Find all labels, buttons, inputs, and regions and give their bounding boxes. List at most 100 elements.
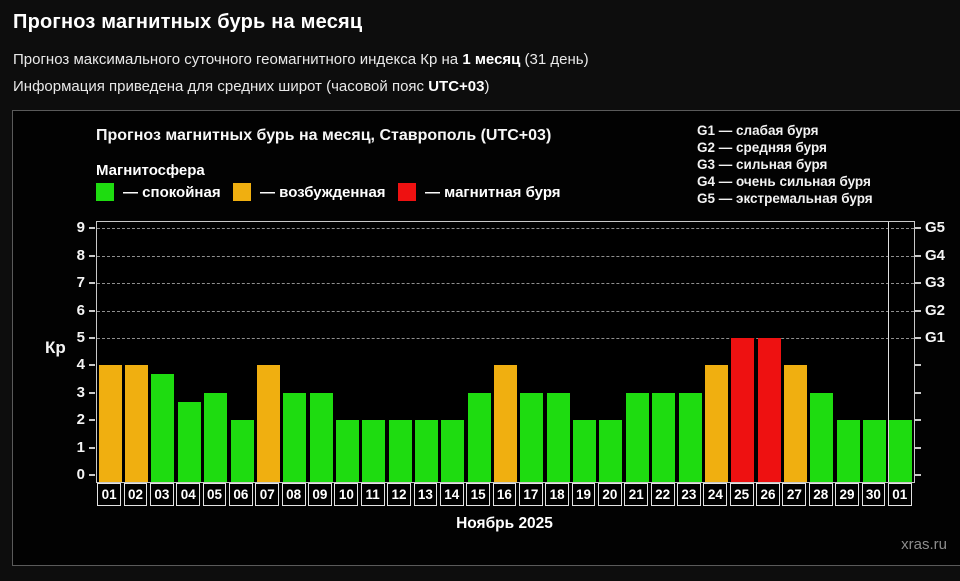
bar-day-30 [863, 420, 886, 482]
bar-day-05 [204, 392, 228, 482]
day-label-06: 06 [229, 483, 253, 506]
grid-line-kp-9 [97, 228, 914, 230]
g-legend-line: G2 — средняя буря [697, 140, 827, 155]
g-legend-line: G3 — сильная буря [697, 157, 828, 172]
day-label-23: 23 [677, 483, 701, 506]
chart-title: Прогноз магнитных бурь на месяц, Ставроп… [96, 127, 552, 144]
day-label-03: 03 [149, 483, 174, 506]
g-axis-label-G2: G2 [925, 301, 946, 319]
y-tick-left-5 [89, 337, 95, 339]
day-label-25: 25 [729, 483, 754, 506]
day-label-27: 27 [782, 483, 807, 506]
y-tick-right-8 [915, 254, 921, 257]
legend-swatch-excited [233, 183, 251, 201]
bar-day-17 [520, 392, 544, 482]
legend-swatch-quiet [96, 183, 114, 201]
bar-day-13 [414, 420, 438, 482]
bar-day-23 [678, 392, 702, 482]
day-label-01: 01 [887, 483, 912, 506]
legend-item-storm: — магнитная буря [398, 183, 561, 201]
day-label-22: 22 [650, 483, 675, 506]
day-label-02: 02 [123, 483, 148, 506]
legend-label-quiet: — спокойная [123, 183, 221, 201]
y-tick-right-9 [915, 227, 921, 230]
day-label-04: 04 [176, 483, 201, 506]
legend-item-excited: — возбужденная [233, 183, 386, 201]
subtitle-2-bold: UTC+03 [428, 78, 485, 95]
bar-day-20 [599, 420, 623, 482]
bar-day-10 [335, 420, 359, 482]
grid-line-kp-6 [97, 310, 914, 312]
y-tick-left-6 [89, 309, 95, 312]
y-tick-right-4 [915, 364, 921, 367]
day-label-30: 30 [861, 483, 886, 506]
day-label-24: 24 [703, 483, 728, 506]
bar-day-02 [125, 365, 148, 482]
day-label-26: 26 [756, 483, 780, 506]
y-tick-label-4: 4 [76, 356, 85, 374]
bar-day-06 [230, 420, 254, 482]
g-axis-label-G5: G5 [925, 219, 946, 237]
bar-day-04 [177, 401, 201, 482]
legend-label-excited: — возбужденная [260, 183, 386, 201]
bar-day-09 [309, 392, 333, 482]
day-label-18: 18 [545, 483, 570, 506]
g-axis-label-G3: G3 [925, 274, 946, 292]
subtitle-line-1: Прогноз максимального суточного геомагни… [13, 51, 960, 68]
y-tick-right-3 [915, 391, 921, 394]
bar-day-26 [757, 338, 781, 482]
bar-day-25 [731, 338, 755, 482]
g-scale-legend: G1 — слабая буря G2 — средняя буря G3 — си… [697, 122, 873, 207]
bar-day-29 [836, 420, 860, 482]
bar-day-03 [151, 374, 175, 482]
bar-day-12 [388, 420, 412, 482]
y-axis-label: Кр [45, 338, 66, 357]
g-legend-line: G1 — слабая буря [697, 123, 819, 138]
y-tick-label-1: 1 [76, 438, 85, 456]
day-label-14: 14 [439, 483, 464, 506]
g-legend-line: G5 — экстремальная буря [697, 191, 873, 206]
subtitle-1-prefix: Прогноз максимального суточного геомагни… [13, 51, 463, 68]
y-tick-label-6: 6 [76, 301, 85, 319]
day-label-28: 28 [808, 483, 833, 506]
bar-day-21 [625, 392, 649, 482]
day-label-29: 29 [835, 483, 859, 506]
bar-day-14 [441, 420, 465, 482]
bar-day-01 [889, 420, 913, 482]
bar-day-07 [256, 365, 280, 482]
grid-line-kp-8 [97, 255, 914, 257]
grid-line-kp-7 [97, 283, 914, 285]
y-tick-left-2 [89, 419, 95, 422]
y-tick-left-1 [89, 446, 95, 449]
bar-day-28 [810, 392, 834, 482]
y-tick-right-5 [915, 337, 921, 339]
subtitle-line-2: Информация приведена для средних широт (… [13, 78, 960, 95]
y-tick-right-0 [915, 474, 921, 476]
grid-line-kp-5 [97, 338, 914, 339]
bar-day-08 [283, 392, 307, 482]
legend-title: Магнитосфера [96, 162, 205, 179]
watermark: xras.ru [901, 536, 947, 553]
bar-day-15 [467, 392, 491, 482]
y-tick-left-8 [89, 254, 95, 257]
bar-day-19 [573, 420, 597, 482]
day-label-08: 08 [281, 483, 306, 506]
y-tick-right-6 [915, 309, 921, 312]
day-label-16: 16 [492, 483, 517, 506]
legend-item-quiet: — спокойная [96, 183, 221, 201]
bar-day-11 [362, 420, 386, 482]
y-tick-label-7: 7 [76, 274, 85, 292]
x-axis-title: Ноябрь 2025 [456, 515, 553, 532]
x-axis-day-labels: 01 02 03 04 05 06 07 08 09 10 11 12 13 14 15 16 17 18 19 20… [96, 483, 913, 508]
y-tick-label-2: 2 [76, 411, 85, 429]
bar-day-01 [98, 365, 122, 482]
subtitle-2-prefix: Информация приведена для средних широт (… [13, 78, 429, 95]
y-tick-right-7 [915, 282, 921, 285]
y-tick-label-5: 5 [76, 329, 85, 346]
y-tick-left-9 [89, 227, 95, 230]
g-axis-label-G1: G1 [925, 329, 946, 346]
y-tick-right-2 [915, 419, 921, 422]
page-title: Прогноз магнитных бурь на месяц [13, 11, 363, 33]
day-label-10: 10 [334, 483, 359, 506]
y-tick-left-4 [89, 364, 95, 367]
